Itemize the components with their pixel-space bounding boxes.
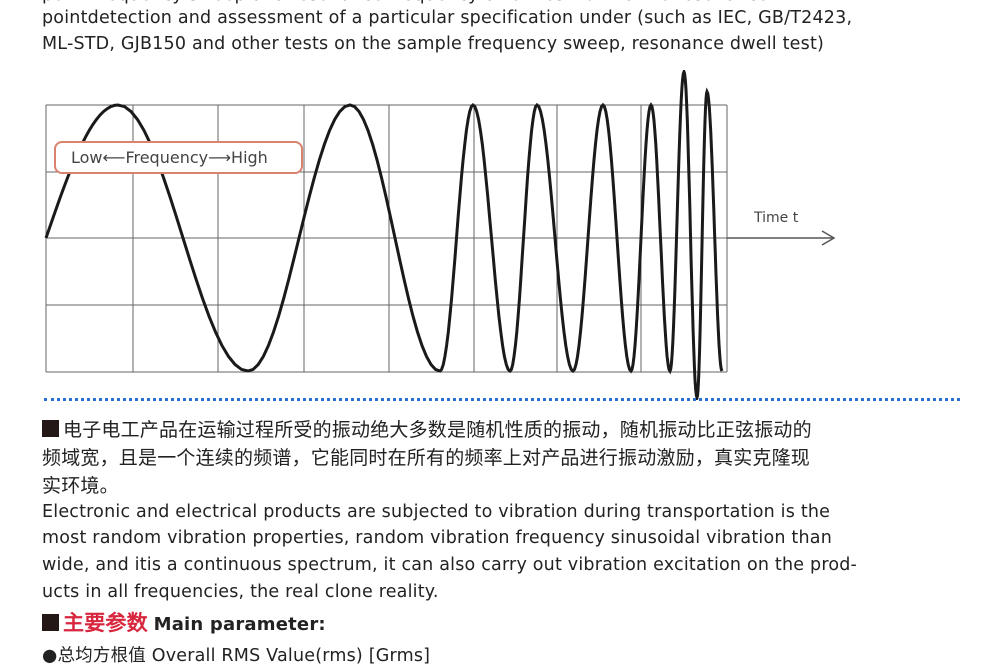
intro-line-1: pointdetection and assessment of a parti… [42,8,853,28]
params-heading: 主要参数 Main parameter: [42,610,326,639]
square-bullet-icon [42,614,59,631]
sine-sweep-wave [44,70,724,400]
param-item-1: ●总均方根值 Overall RMS Value(rms) [Grms] [42,646,431,666]
intro-line-2: ML-STD, GJB150 and other tests on the sa… [42,34,825,54]
text: 电子电工产品在运输过程所受的振动绝大多数是随机性质的振动，随机振动比正弦振动的 [63,419,812,441]
frequency-sweep-diagram: Time t Low⟵Frequency⟶High [44,70,836,400]
random-en-line-2: most random vibration properties, random… [42,528,832,548]
random-cn-line-3: 实环境。 [42,475,119,497]
dotted-divider [44,398,960,401]
random-en-line-1: Electronic and electrical products are s… [42,502,831,522]
random-en-line-4: ucts in all frequencies, the real clone … [42,582,439,602]
intro-line-0: point frequency sweep and resonance freq… [42,0,768,9]
frequency-label-box [54,141,303,174]
time-axis-label: Time t [753,210,799,226]
params-title-cn: 主要参数 [63,611,148,635]
random-cn-line-2: 频域宽，且是一个连续的频谱，它能同时在所有的频率上对产品进行振动激励，真实克隆现 [42,447,811,469]
frequency-label: Low⟵Frequency⟶High [71,148,268,167]
params-title-en: Main parameter: [153,614,326,635]
arrow-icon [821,230,836,246]
random-en-line-3: wide, and itis a continuous spectrum, it… [42,555,858,575]
square-bullet-icon [42,420,59,437]
random-cn-line-1: 电子电工产品在运输过程所受的振动绝大多数是随机性质的振动，随机振动比正弦振动的 [42,416,812,445]
